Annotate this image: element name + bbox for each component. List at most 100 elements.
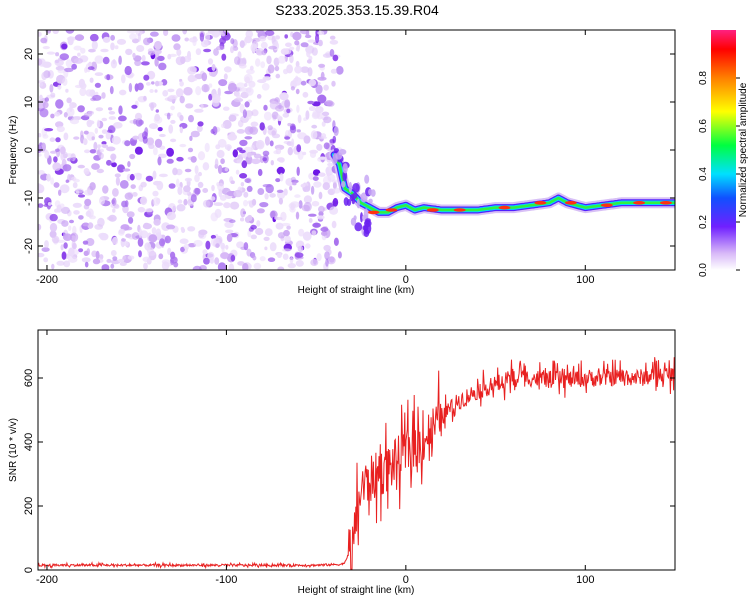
noise-blob (68, 256, 78, 263)
noise-blob (80, 47, 86, 54)
noise-blob (38, 58, 43, 66)
noise-blob (146, 137, 155, 145)
noise-blob (148, 143, 155, 149)
noise-blob (310, 130, 318, 140)
noise-blob (226, 233, 233, 243)
noise-blob (68, 247, 75, 257)
noise-blob (124, 65, 132, 76)
noise-blob (88, 49, 95, 53)
noise-blob (189, 66, 197, 72)
noise-blob (277, 55, 286, 64)
noise-blob (132, 192, 138, 197)
noise-blob (112, 188, 119, 197)
noise-blob (295, 260, 304, 267)
noise-blob (216, 45, 225, 51)
noise-blob (329, 49, 335, 57)
noise-blob (308, 218, 313, 223)
noise-blob (101, 92, 106, 99)
noise-blob (123, 240, 129, 247)
noise-blob (312, 176, 319, 182)
noise-blob (50, 150, 57, 154)
noise-blob (302, 151, 307, 156)
noise-blob (190, 156, 197, 163)
noise-blob (259, 202, 269, 208)
noise-blob (137, 82, 144, 91)
noise-blob (119, 180, 129, 189)
noise-blob (94, 127, 99, 134)
noise-blob (285, 42, 292, 48)
noise-blob (203, 48, 212, 53)
noise-blob (213, 202, 224, 207)
noise-blob (96, 168, 105, 174)
noise-blob (153, 218, 161, 226)
noise-blob (66, 97, 72, 104)
noise-blob (262, 76, 272, 81)
noise-blob (269, 140, 274, 147)
noise-blob (333, 187, 341, 194)
noise-blob (129, 33, 137, 40)
colorbar-tick-label: 0.6 (698, 119, 709, 133)
noise-blob (59, 203, 65, 209)
noise-blob (217, 262, 227, 270)
onset-blob (348, 181, 353, 193)
noise-blob (224, 167, 229, 172)
noise-blob (54, 148, 60, 152)
noise-blob (143, 37, 151, 46)
colorbar-scale (711, 30, 736, 270)
noise-blob (246, 185, 253, 192)
onset-blob (363, 229, 370, 238)
noise-blob (73, 136, 80, 140)
noise-blob (50, 92, 56, 98)
noise-blob (280, 211, 287, 222)
noise-blob (296, 144, 302, 153)
noise-blob (197, 151, 206, 161)
noise-blob (302, 231, 312, 241)
onset-blob (360, 192, 368, 203)
noise-blob (275, 73, 281, 79)
noise-blob (137, 237, 144, 247)
noise-blob (308, 213, 317, 217)
noise-blob (212, 93, 221, 104)
noise-blob (327, 162, 334, 167)
noise-blob (142, 136, 148, 144)
noise-blob (217, 164, 223, 174)
noise-blob (166, 211, 176, 221)
noise-blob (97, 144, 101, 150)
noise-blob (211, 184, 215, 192)
noise-blob (244, 76, 250, 84)
onset-blob (335, 152, 343, 160)
noise-blob (87, 66, 95, 71)
noise-blob (194, 165, 199, 175)
noise-blob (95, 107, 104, 112)
noise-blob (153, 147, 158, 156)
noise-blob (202, 188, 209, 193)
noise-blob (85, 89, 94, 97)
noise-blob (89, 182, 96, 191)
noise-blob (130, 184, 136, 190)
noise-blob (184, 177, 192, 182)
noise-blob (257, 168, 263, 177)
noise-blob (317, 215, 325, 220)
noise-blob (289, 206, 296, 213)
noise-blob (38, 170, 45, 175)
noise-blob (147, 50, 156, 56)
noise-blob (197, 181, 204, 188)
heatmap-y-label: Frequency (Hz) (8, 116, 19, 185)
noise-blob (143, 95, 147, 101)
noise-blob (57, 84, 62, 90)
noise-blob (44, 240, 49, 249)
noise-blob (108, 107, 113, 111)
y-tick-label: -10 (23, 190, 35, 206)
track-hotspot (426, 208, 439, 212)
noise-blob (38, 133, 42, 138)
noise-blob (46, 30, 52, 34)
noise-blob (102, 144, 109, 149)
noise-blob (55, 52, 60, 57)
noise-blob (79, 87, 87, 97)
noise-blob (106, 159, 112, 166)
noise-blob (53, 156, 58, 163)
noise-blob (287, 147, 293, 156)
noise-blob (229, 219, 236, 223)
noise-blob (230, 46, 234, 54)
noise-blob (119, 89, 127, 96)
